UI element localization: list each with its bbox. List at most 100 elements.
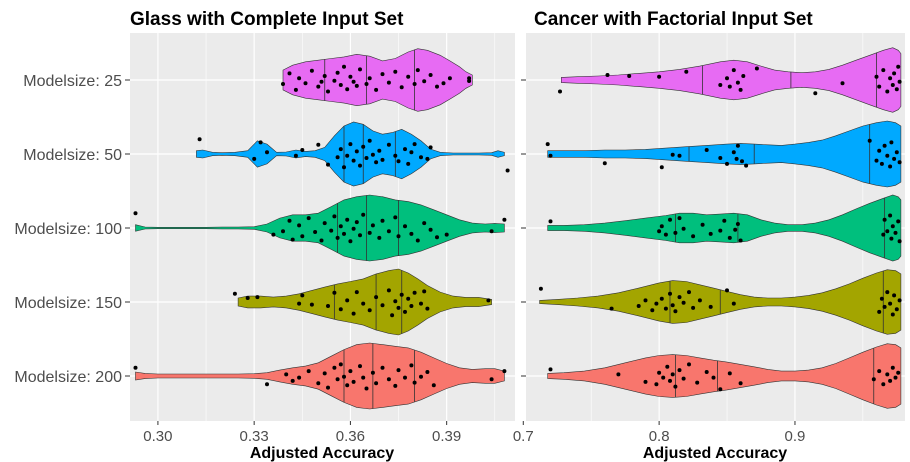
x-axis-label-right: Adjusted Accuracy (643, 445, 787, 462)
data-point (332, 290, 337, 295)
data-point (673, 309, 678, 314)
data-point (673, 230, 678, 235)
data-point (890, 365, 895, 370)
data-point (687, 290, 691, 295)
data-point (882, 217, 887, 222)
data-point (374, 381, 379, 386)
data-point (133, 365, 138, 370)
data-point (896, 64, 901, 69)
data-point (659, 165, 664, 170)
data-point (284, 372, 289, 377)
data-point (332, 214, 337, 219)
data-point (681, 226, 686, 231)
violin-body (547, 343, 902, 409)
data-point (297, 375, 302, 380)
data-point (335, 70, 340, 75)
data-point (657, 74, 662, 79)
data-point (374, 87, 379, 92)
data-point (332, 78, 337, 83)
data-point (697, 298, 702, 303)
data-point (643, 379, 648, 384)
data-point (428, 73, 433, 77)
data-point (467, 76, 472, 81)
data-point (704, 370, 709, 374)
data-point (885, 153, 890, 158)
data-point (711, 375, 716, 380)
data-point (297, 76, 302, 81)
data-point (354, 83, 359, 88)
data-point (393, 383, 398, 388)
data-point (654, 382, 659, 387)
data-point (659, 224, 664, 229)
data-point (435, 84, 439, 89)
data-point (326, 385, 330, 390)
data-point (874, 74, 879, 79)
data-point (677, 153, 682, 158)
data-point (335, 155, 340, 160)
data-point (892, 156, 897, 161)
data-point (422, 221, 427, 226)
data-point (704, 148, 709, 152)
data-point (326, 304, 330, 308)
data-point (197, 137, 202, 142)
data-point (361, 212, 366, 217)
data-point (380, 157, 385, 162)
data-point (727, 84, 732, 89)
data-point (889, 236, 894, 241)
data-point (354, 290, 359, 295)
data-point (309, 302, 314, 307)
data-point (326, 89, 330, 94)
data-point (727, 371, 732, 376)
data-point (738, 87, 743, 92)
data-point (422, 79, 427, 84)
data-point (300, 293, 305, 298)
data-point (616, 372, 621, 377)
data-point (354, 149, 359, 154)
data-point (364, 156, 369, 160)
category-label: Modelsize: 200 (14, 369, 122, 386)
data-point (659, 296, 664, 301)
data-point (879, 296, 884, 301)
data-point (881, 382, 886, 387)
data-point (396, 234, 401, 239)
data-point (734, 156, 739, 161)
data-point (415, 238, 420, 243)
data-point (677, 216, 682, 221)
data-point (888, 301, 893, 306)
data-point (657, 229, 662, 234)
data-point (885, 290, 890, 295)
x-tick-label: 0.30 (143, 428, 172, 445)
data-point (548, 367, 553, 372)
data-point (361, 375, 366, 380)
data-point (287, 218, 292, 223)
data-point (892, 71, 897, 76)
data-point (361, 144, 366, 149)
data-point (133, 211, 138, 216)
data-point (897, 79, 902, 84)
data-point (882, 304, 887, 309)
data-point (412, 82, 417, 86)
data-point (406, 74, 411, 79)
data-point (422, 289, 427, 294)
data-point (390, 313, 395, 318)
data-point (399, 85, 404, 90)
data-point (252, 156, 257, 161)
data-point (897, 160, 902, 165)
data-point (877, 309, 882, 314)
chart-title-left: Glass with Complete Input Set (130, 9, 404, 30)
data-point (403, 224, 407, 229)
data-point (677, 368, 682, 373)
data-point (403, 147, 407, 152)
category-label: Modelsize: 100 (14, 221, 122, 238)
data-point (548, 153, 553, 158)
data-point (673, 384, 678, 389)
data-point (396, 159, 401, 164)
data-point (877, 148, 882, 153)
data-point (428, 145, 433, 150)
data-point (329, 228, 334, 233)
data-point (874, 158, 879, 163)
data-point (654, 301, 659, 306)
data-point (345, 298, 350, 303)
data-point (505, 168, 510, 173)
data-point (888, 378, 893, 383)
